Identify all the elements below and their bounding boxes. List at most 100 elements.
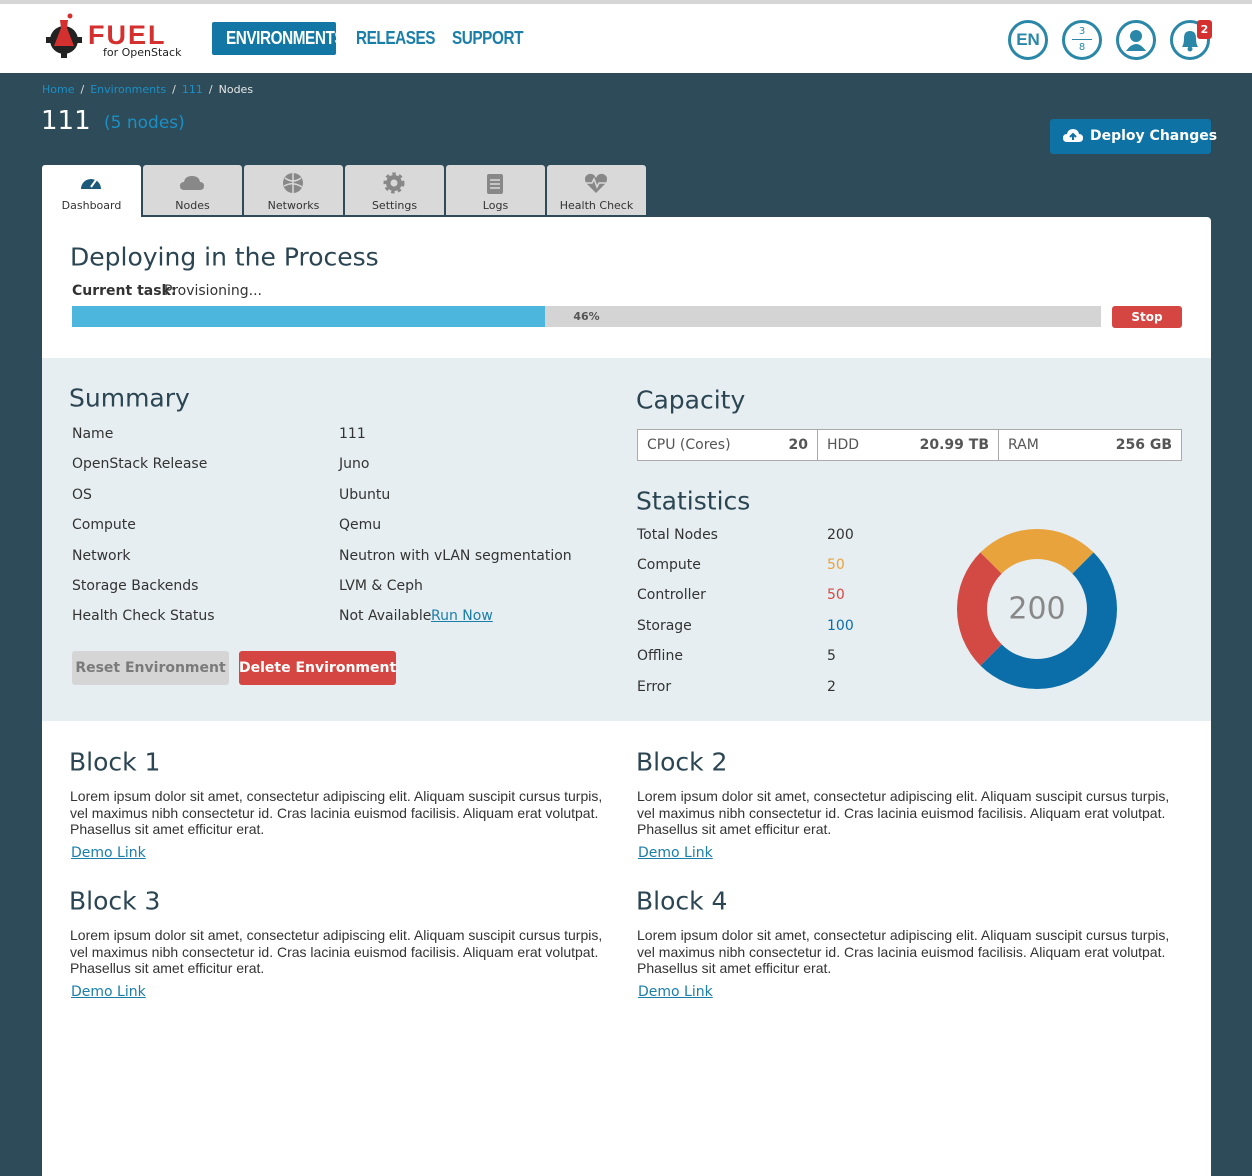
run-now-link[interactable]: Run Now (431, 608, 493, 625)
summary-value: Neutron with vLAN segmentation (339, 547, 572, 564)
tab[interactable]: Nodes (143, 165, 242, 215)
deploy-title: Deploying in the Process (70, 242, 379, 272)
summary-value: Not Available (339, 608, 432, 625)
tab-icon (283, 173, 303, 193)
divider (1072, 39, 1092, 40)
block-text: Lorem ipsum dolor sit amet, consectetur … (70, 788, 603, 837)
capacity-title: Capacity (636, 385, 746, 415)
nav-item[interactable]: ENVIRONMENTS (226, 28, 345, 48)
block-text: Lorem ipsum dolor sit amet, consectetur … (70, 927, 603, 976)
breadcrumb[interactable]: Environments (90, 83, 167, 96)
nav-item[interactable]: SUPPORT (452, 28, 523, 48)
nav-active-bg (212, 22, 336, 55)
capacity-value: 256 GB (1115, 437, 1172, 453)
summary-title: Summary (69, 383, 190, 413)
summary-label: Network (72, 547, 131, 564)
donut-total: 200 (1008, 592, 1065, 627)
summary-value: Ubuntu (339, 486, 391, 503)
user-button[interactable] (1116, 20, 1156, 60)
task-name: Provisioning... (164, 283, 263, 299)
stat-value: 100 (827, 617, 854, 634)
cloud-icon (1063, 129, 1083, 142)
nav-item[interactable]: RELEASES (356, 28, 436, 48)
bell-icon (1182, 31, 1198, 52)
tab[interactable]: Settings (345, 165, 444, 215)
tab[interactable]: Dashboard (42, 165, 141, 217)
tab-icon (487, 174, 503, 194)
capacity-cell: RAM 256 GB (999, 429, 1182, 461)
tab-label: Health Check (559, 199, 634, 212)
separator: / (172, 83, 176, 96)
logo-icon (46, 13, 82, 58)
stop-button[interactable]: Stop (1112, 306, 1182, 328)
stat-label: Controller (637, 587, 706, 604)
capacity-cell: HDD 20.99 TB (818, 429, 999, 461)
stat-label: Compute (637, 557, 701, 573)
block-title: Block 1 (69, 747, 161, 777)
tasks-button[interactable]: 3 8 (1062, 20, 1102, 60)
separator: / (208, 83, 213, 96)
stat-label: Error (637, 678, 672, 695)
summary-label: OS (72, 486, 92, 503)
tab[interactable]: Logs (446, 165, 545, 215)
stat-value: 50 (827, 587, 845, 604)
block-title: Block 2 (636, 747, 728, 777)
capacity-value: 20.99 TB (919, 437, 989, 453)
separator: / (80, 83, 85, 96)
summary-label: OpenStack Release (72, 456, 208, 473)
stat-value: 50 (827, 557, 845, 573)
block-text: Lorem ipsum dolor sit amet, consectetur … (637, 788, 1170, 837)
summary-value: 111 (339, 426, 366, 442)
summary-value: LVM & Ceph (339, 578, 423, 594)
capacity-label: HDD (827, 437, 860, 453)
notifications-button[interactable] (1170, 20, 1210, 60)
tab-icon (585, 173, 607, 193)
node-count: (5 nodes) (104, 113, 185, 133)
stat-value: 5 (827, 648, 836, 665)
tab-label: Settings (371, 199, 418, 212)
tab-icon (180, 176, 204, 190)
block-link[interactable]: Demo Link (71, 984, 146, 1000)
logo-subtitle: for OpenStack (103, 46, 182, 59)
delete-button[interactable]: Delete Environment (239, 651, 396, 685)
notification-badge: 2 (1197, 20, 1212, 39)
breadcrumb[interactable]: 111 (181, 83, 203, 96)
tab-icon (81, 179, 101, 189)
block-link[interactable]: Demo Link (638, 845, 713, 861)
tasks-running: 3 (1078, 26, 1086, 37)
tab[interactable]: Networks (244, 165, 343, 215)
language-button[interactable]: EN (1008, 20, 1048, 60)
tab-label: Dashboard (61, 199, 122, 212)
capacity-cell: CPU (Cores) 20 (637, 429, 818, 461)
capacity-value: 20 (788, 437, 808, 453)
block-link[interactable]: Demo Link (638, 984, 713, 1000)
tasks-total: 8 (1078, 42, 1086, 53)
tab-label: Logs (482, 199, 509, 212)
summary-value: Qemu (339, 517, 382, 534)
block-title: Block 3 (69, 886, 161, 916)
summary-label: Compute (72, 517, 136, 534)
reset-button[interactable]: Reset Environment (72, 651, 229, 685)
summary-value: Juno (339, 456, 370, 473)
breadcrumb: Nodes (218, 83, 254, 96)
stat-label: Storage (637, 617, 692, 634)
stat-value: 2 (827, 678, 836, 695)
tab-label: Networks (267, 199, 320, 212)
block-title: Block 4 (636, 886, 728, 916)
task-label: Current task: (72, 283, 177, 299)
breadcrumb[interactable]: Home (42, 83, 75, 96)
block-link[interactable]: Demo Link (71, 845, 146, 861)
capacity-label: RAM (1008, 437, 1039, 453)
environment-name: 111 (41, 106, 91, 136)
breadcrumbs: Home / Environments / 111 / Nodes (42, 83, 253, 96)
summary-label: Name (72, 426, 114, 442)
header: FUEL for OpenStack ENVIRONMENTS RELEASES… (0, 0, 1252, 73)
tab[interactable]: Health Check (547, 165, 646, 215)
summary-label: Storage Backends (72, 578, 199, 594)
stat-label: Total Nodes (637, 527, 718, 543)
user-icon (1126, 30, 1146, 51)
progress-fill (72, 306, 546, 327)
progress-bar: 46% (72, 306, 1101, 327)
